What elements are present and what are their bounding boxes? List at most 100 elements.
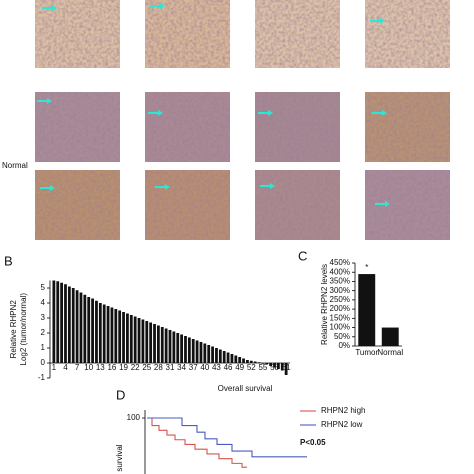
y-axis-label: survival (115, 444, 124, 471)
x-tick-label: 28 (154, 363, 163, 372)
bar (149, 322, 153, 363)
y-tick-label: 5 (41, 283, 46, 292)
y-tick-label: 450% (330, 258, 350, 267)
bar (234, 355, 238, 363)
bar (261, 363, 265, 364)
x-tick-label: 7 (75, 363, 80, 372)
y-tick-label: 100% (330, 323, 350, 332)
bar (284, 363, 288, 375)
bar (249, 360, 253, 363)
bar (203, 343, 207, 363)
y-tick-label: 350% (330, 277, 350, 286)
bar (168, 330, 172, 363)
bar (211, 346, 214, 363)
bar (110, 307, 114, 363)
bar (195, 340, 199, 363)
x-tick-label: 1 (52, 363, 57, 372)
bar (141, 319, 145, 363)
bar (218, 349, 222, 363)
tissue-texture (365, 92, 450, 162)
arrow (40, 185, 55, 191)
y-tick-label: 100 (127, 413, 141, 422)
bar (199, 342, 203, 363)
arrow (370, 18, 385, 24)
survival-curve (147, 417, 307, 458)
y-tick-label: 3 (41, 313, 46, 322)
y-axis-label: Relative RHPN2 levels (320, 264, 329, 345)
arrow (372, 110, 387, 116)
bar (180, 334, 184, 363)
y-tick-label: 1 (41, 343, 46, 352)
tissue-texture (145, 92, 230, 162)
x-tick-label: Tumor (355, 348, 378, 357)
x-tick-label: 31 (166, 363, 175, 372)
y-axis-label: Log2 (tumor/normal) (19, 293, 28, 366)
legend-label: RHPN2 low (321, 420, 363, 429)
arrow (375, 201, 390, 207)
tissue-texture (145, 0, 230, 68)
bar (184, 336, 187, 363)
x-tick-label: 55 (258, 363, 267, 372)
panel-letter: B (4, 253, 13, 268)
x-tick-label: 40 (200, 363, 209, 372)
x-tick-label: 49 (235, 363, 244, 372)
bar (83, 294, 87, 363)
x-tick-label: 13 (96, 363, 105, 372)
bar (126, 313, 129, 363)
arrow (37, 98, 52, 104)
bar (52, 280, 56, 363)
bar (91, 298, 94, 363)
y-tick-label: 2 (41, 328, 46, 337)
y-axis-label: Relative RHPN2 (9, 300, 18, 359)
arrow (148, 110, 163, 116)
bar (257, 362, 261, 363)
bar (215, 348, 218, 363)
arrow (258, 110, 273, 116)
x-tick-label: 16 (107, 363, 116, 372)
x-tick-label: 25 (142, 363, 151, 372)
y-tick-label: 4 (41, 298, 46, 307)
annotation: P<0.05 (300, 438, 326, 447)
tissue-texture (35, 92, 120, 162)
bar (102, 304, 106, 363)
tissue-texture (145, 170, 230, 240)
bar (265, 363, 269, 365)
x-tick-label: 37 (189, 363, 198, 372)
bar (276, 363, 280, 369)
y-tick-label: 0 (41, 358, 46, 367)
row-label: Normal (2, 161, 28, 170)
bar (191, 339, 195, 363)
y-tick-label: 0% (338, 341, 350, 350)
legend-label: RHPN2 high (321, 406, 365, 415)
x-tick-label: 43 (212, 363, 221, 372)
bar (87, 297, 91, 363)
bar (164, 328, 168, 363)
bar (246, 360, 249, 363)
x-tick-label: 52 (247, 363, 256, 372)
bar (145, 321, 149, 363)
chart-title: Overall survival (218, 384, 273, 393)
y-tick-label: -1 (38, 373, 46, 382)
arrow (42, 5, 57, 11)
bar (137, 318, 141, 363)
bar (118, 310, 122, 363)
bar (98, 303, 102, 363)
bar (269, 363, 273, 366)
bar (60, 282, 64, 363)
arrow (155, 184, 170, 190)
tissue-texture (35, 0, 120, 68)
bar (133, 316, 137, 363)
bar (238, 357, 242, 363)
bar (207, 345, 211, 363)
bar (222, 351, 226, 363)
bar (187, 337, 191, 363)
x-tick-label: 34 (177, 363, 186, 372)
bar (71, 288, 75, 363)
bar (230, 354, 234, 363)
tissue-texture (255, 92, 340, 162)
bar (75, 290, 79, 363)
arrow (150, 3, 165, 9)
panel-letter: C (298, 248, 307, 263)
y-tick-label: 200% (330, 304, 350, 313)
x-tick-label: Normal (377, 348, 403, 357)
